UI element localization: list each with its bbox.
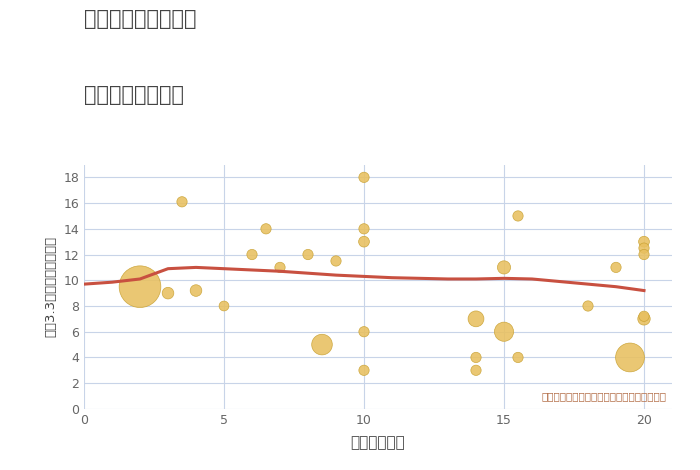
- Point: [246, 251, 258, 258]
- Point: [190, 287, 202, 294]
- Point: [176, 198, 188, 205]
- X-axis label: 駅距離（分）: 駅距離（分）: [351, 435, 405, 450]
- Point: [638, 315, 650, 322]
- Point: [470, 315, 482, 322]
- Point: [358, 225, 370, 233]
- Point: [316, 341, 328, 348]
- Point: [610, 264, 622, 271]
- Text: 駅距離別土地価格: 駅距離別土地価格: [84, 85, 184, 105]
- Point: [260, 225, 272, 233]
- Point: [274, 264, 286, 271]
- Point: [498, 264, 510, 271]
- Point: [638, 251, 650, 258]
- Point: [512, 354, 524, 361]
- Point: [358, 238, 370, 245]
- Point: [582, 302, 594, 310]
- Point: [330, 257, 342, 265]
- Point: [470, 354, 482, 361]
- Point: [498, 328, 510, 336]
- Point: [302, 251, 314, 258]
- Text: 岐阜県関市西田原の: 岐阜県関市西田原の: [84, 9, 197, 30]
- Point: [470, 367, 482, 374]
- Y-axis label: 坪（3.3㎡）単価（万円）: 坪（3.3㎡）単価（万円）: [45, 236, 57, 337]
- Point: [162, 290, 174, 297]
- Point: [638, 313, 650, 320]
- Point: [358, 328, 370, 336]
- Point: [134, 283, 146, 290]
- Text: 円の大きさは、取引のあった物件面積を示す: 円の大きさは、取引のあった物件面積を示す: [541, 392, 666, 401]
- Point: [512, 212, 524, 219]
- Point: [624, 354, 636, 361]
- Point: [638, 244, 650, 252]
- Point: [638, 238, 650, 245]
- Point: [218, 302, 230, 310]
- Point: [358, 173, 370, 181]
- Point: [358, 367, 370, 374]
